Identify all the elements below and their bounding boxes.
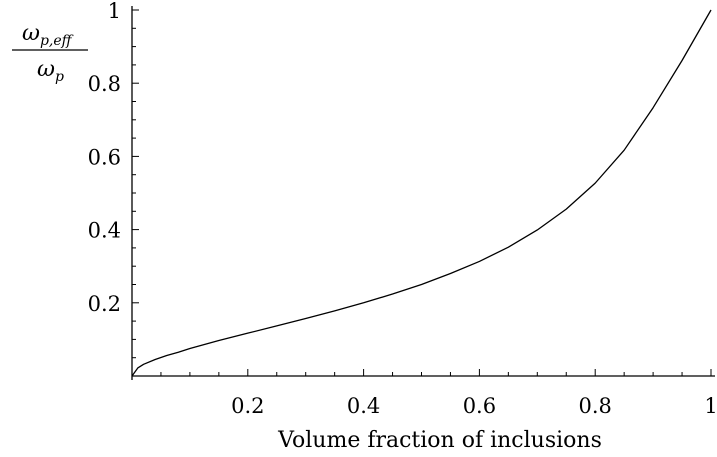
y-title-den-symbol: ω [37, 57, 55, 82]
y-tick-label: 0.8 [88, 72, 121, 96]
y-tick-label: 1 [108, 0, 121, 23]
x-tick-label: 0.2 [231, 394, 264, 418]
x-tick-label: 0.6 [463, 394, 496, 418]
y-tick-label: 0.4 [88, 219, 121, 243]
x-tick-label: 0.4 [347, 394, 380, 418]
series-line [131, 9, 712, 377]
y-axis-title: ωp,eff ωp [12, 21, 88, 85]
ticks [132, 9, 712, 376]
x-tick-label: 1 [704, 394, 717, 418]
y-tick-label: 0.2 [88, 292, 121, 316]
y-title-numerator: ωp,eff [22, 21, 74, 49]
y-title-den-subscript: p [55, 69, 64, 85]
series-layer [131, 9, 712, 377]
y-title-denominator: ωp [37, 57, 64, 85]
x-axis-title: Volume fraction of inclusions [277, 428, 602, 453]
axes [131, 6, 715, 380]
x-tick-label: 0.8 [578, 394, 611, 418]
tick-labels: 0.2 0.4 0.6 0.8 1 0.2 0.4 0.6 0.8 1 [88, 0, 717, 418]
y-tick-label: 0.6 [88, 145, 121, 169]
y-title-num-subscript: p,eff [40, 33, 74, 49]
y-title-num-symbol: ω [22, 21, 40, 46]
